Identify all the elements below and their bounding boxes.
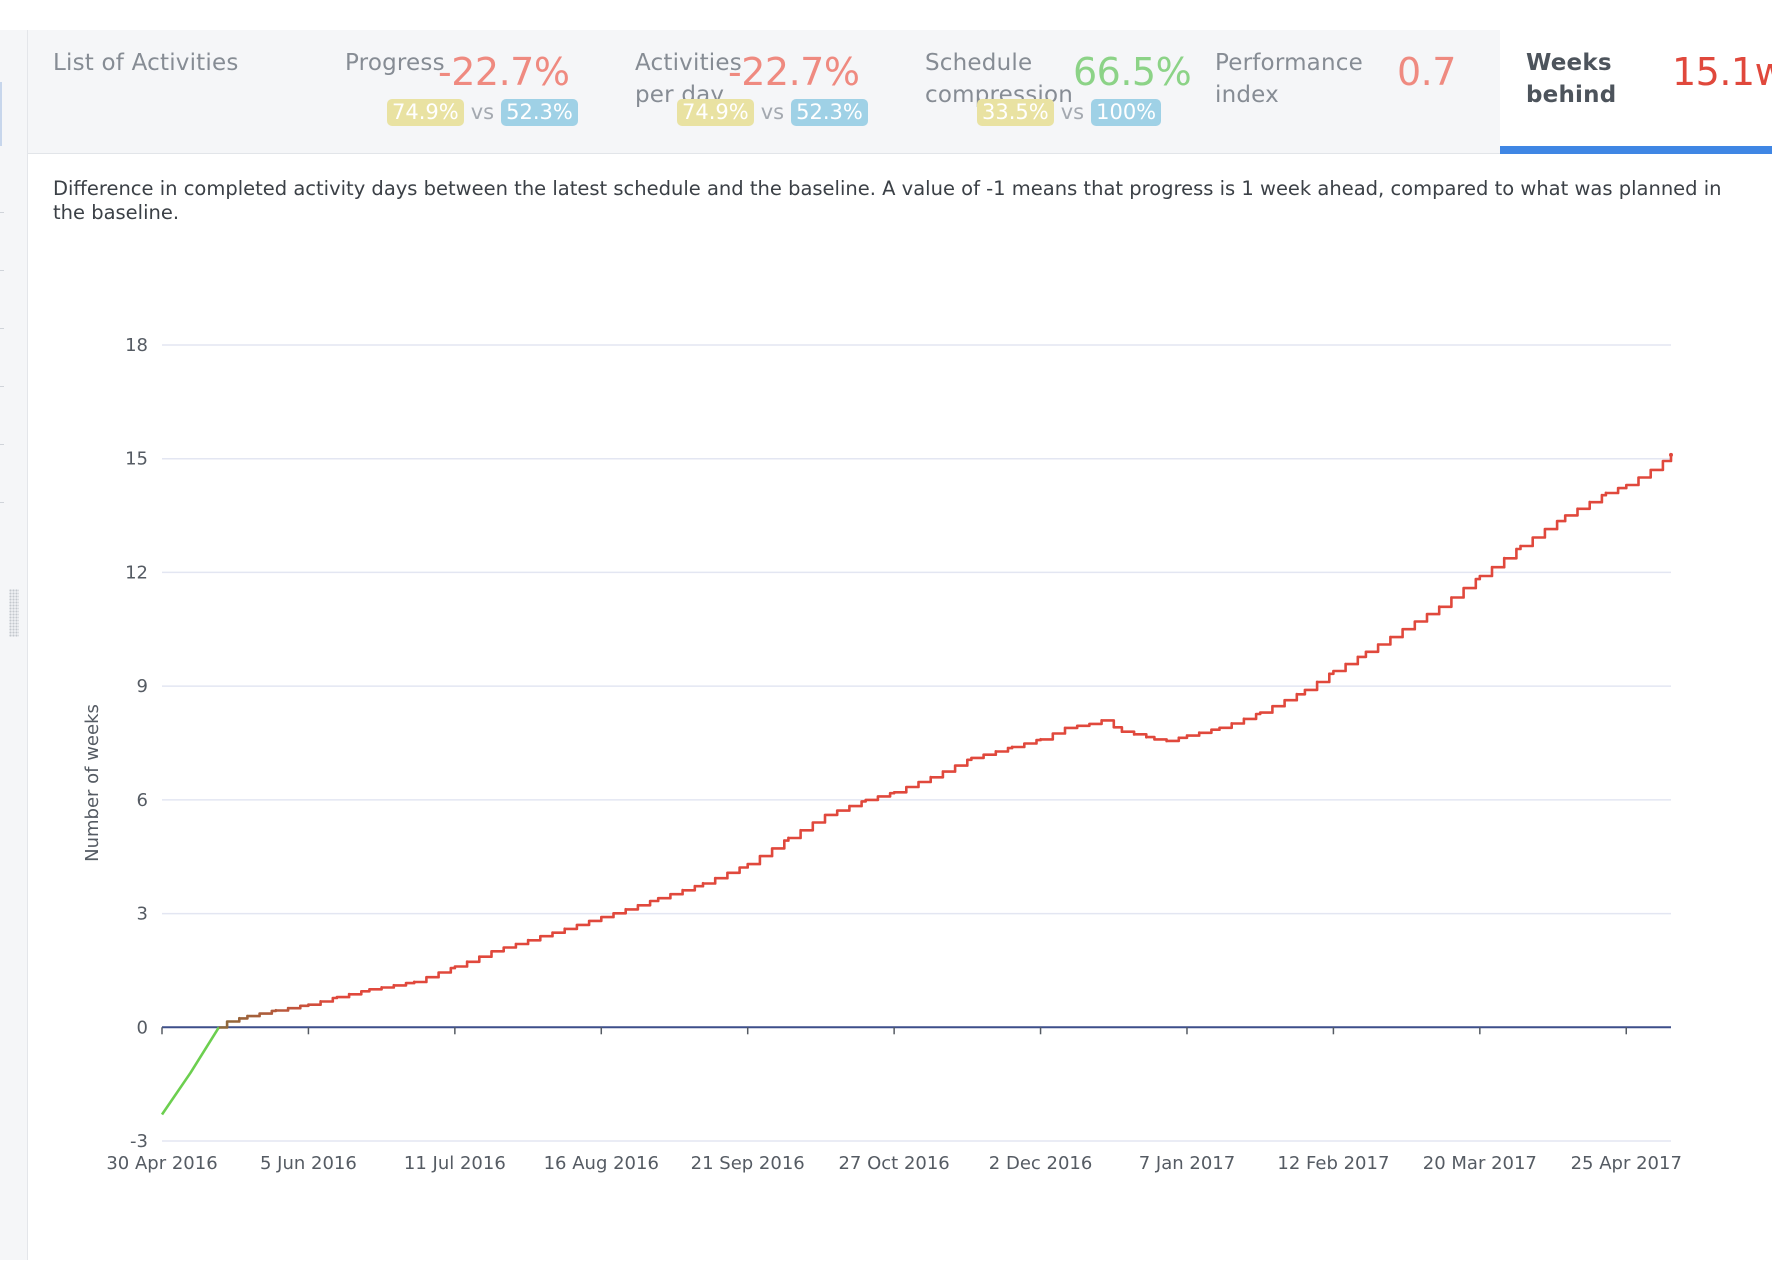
tab-progress[interactable]: Progress -22.7% 74.9% vs 52.3% (345, 30, 615, 154)
current-percent-badge: 74.9% (677, 99, 754, 126)
current-percent-badge: 33.5% (977, 99, 1054, 126)
progress-value: -22.7% (438, 50, 570, 94)
sidebar-divider (0, 270, 4, 271)
current-percent-badge: 74.9% (387, 99, 464, 126)
tab-label-line: Performance (1215, 50, 1363, 76)
sidebar-strip (0, 30, 28, 1260)
series-endpoint (1669, 452, 1673, 457)
tab-label: Weeks behind (1526, 47, 1616, 111)
x-tick-label: 27 Oct 2016 (838, 1153, 949, 1174)
y-tick-label: 18 (125, 335, 148, 356)
y-tick-label: -3 (130, 1131, 148, 1152)
resize-handle-icon[interactable] (9, 589, 19, 637)
x-tick-label: 25 Apr 2017 (1571, 1153, 1682, 1174)
sidebar-divider (0, 444, 4, 445)
tab-label: List of Activities (53, 50, 239, 76)
sidebar-divider (0, 328, 4, 329)
x-tick-label: 11 Jul 2016 (404, 1153, 506, 1174)
vs-label: vs (760, 100, 785, 124)
baseline-percent-badge: 52.3% (501, 99, 578, 126)
tab-list-of-activities[interactable]: List of Activities (53, 30, 273, 154)
compression-comparison: 33.5% vs 100% (977, 99, 1162, 126)
x-tick-label: 2 Dec 2016 (989, 1153, 1093, 1174)
sidebar-divider (0, 386, 4, 387)
x-tick-label: 16 Aug 2016 (544, 1153, 659, 1174)
tab-activities-per-day[interactable]: Activities per day -22.7% 74.9% vs 52.3% (635, 30, 905, 154)
tab-label-line: index (1215, 82, 1279, 108)
y-tick-label: 12 (125, 562, 148, 583)
vs-label: vs (470, 100, 495, 124)
x-tick-label: 5 Jun 2016 (260, 1153, 357, 1174)
tab-performance-index[interactable]: Performance index 0.7 (1215, 30, 1485, 154)
x-tick-label: 30 Apr 2016 (106, 1153, 217, 1174)
chart-description: Difference in completed activity days be… (53, 177, 1722, 224)
schedule-compression-value: 66.5% (1073, 50, 1192, 94)
sidebar-selection-marker (0, 82, 2, 146)
activities-comparison: 74.9% vs 52.3% (677, 99, 868, 126)
baseline-percent-badge: 100% (1091, 99, 1162, 126)
tab-label-line: Activities (635, 50, 742, 76)
activities-per-day-value: -22.7% (728, 50, 860, 94)
y-tick-label: 9 (137, 676, 148, 697)
tab-label-line: Weeks (1526, 50, 1612, 76)
sidebar-divider (0, 502, 4, 503)
y-tick-label: 0 (137, 1017, 148, 1038)
x-tick-label: 12 Feb 2017 (1277, 1153, 1389, 1174)
tab-label: Progress (345, 50, 445, 76)
y-tick-label: 3 (137, 904, 148, 925)
x-tick-label: 21 Sep 2016 (691, 1153, 805, 1174)
tab-schedule-compression[interactable]: Schedule compression 66.5% 33.5% vs 100% (925, 30, 1200, 154)
series-line-ahead (160, 1026, 221, 1116)
performance-index-value: 0.7 (1397, 50, 1456, 94)
active-tab-indicator (1500, 146, 1772, 154)
sidebar-divider (0, 212, 4, 213)
x-tick-label: 7 Jan 2017 (1139, 1153, 1235, 1174)
y-tick-label: 6 (137, 790, 148, 811)
series-line-behind (218, 454, 1673, 1029)
metrics-tab-bar: List of Activities Progress -22.7% 74.9%… (28, 30, 1772, 154)
tab-label: Performance index (1215, 47, 1363, 111)
weeks-behind-value: 15.1w (1672, 50, 1772, 94)
tab-weeks-behind[interactable]: Weeks behind 15.1w (1500, 30, 1772, 154)
y-tick-label: 15 (125, 449, 148, 470)
tab-label-line: behind (1526, 82, 1617, 108)
tab-label-line: Schedule (925, 50, 1033, 76)
baseline-percent-badge: 52.3% (791, 99, 868, 126)
y-axis-label: Number of weeks (82, 704, 103, 862)
x-tick-label: 20 Mar 2017 (1423, 1153, 1537, 1174)
progress-comparison: 74.9% vs 52.3% (387, 99, 578, 126)
vs-label: vs (1060, 100, 1085, 124)
